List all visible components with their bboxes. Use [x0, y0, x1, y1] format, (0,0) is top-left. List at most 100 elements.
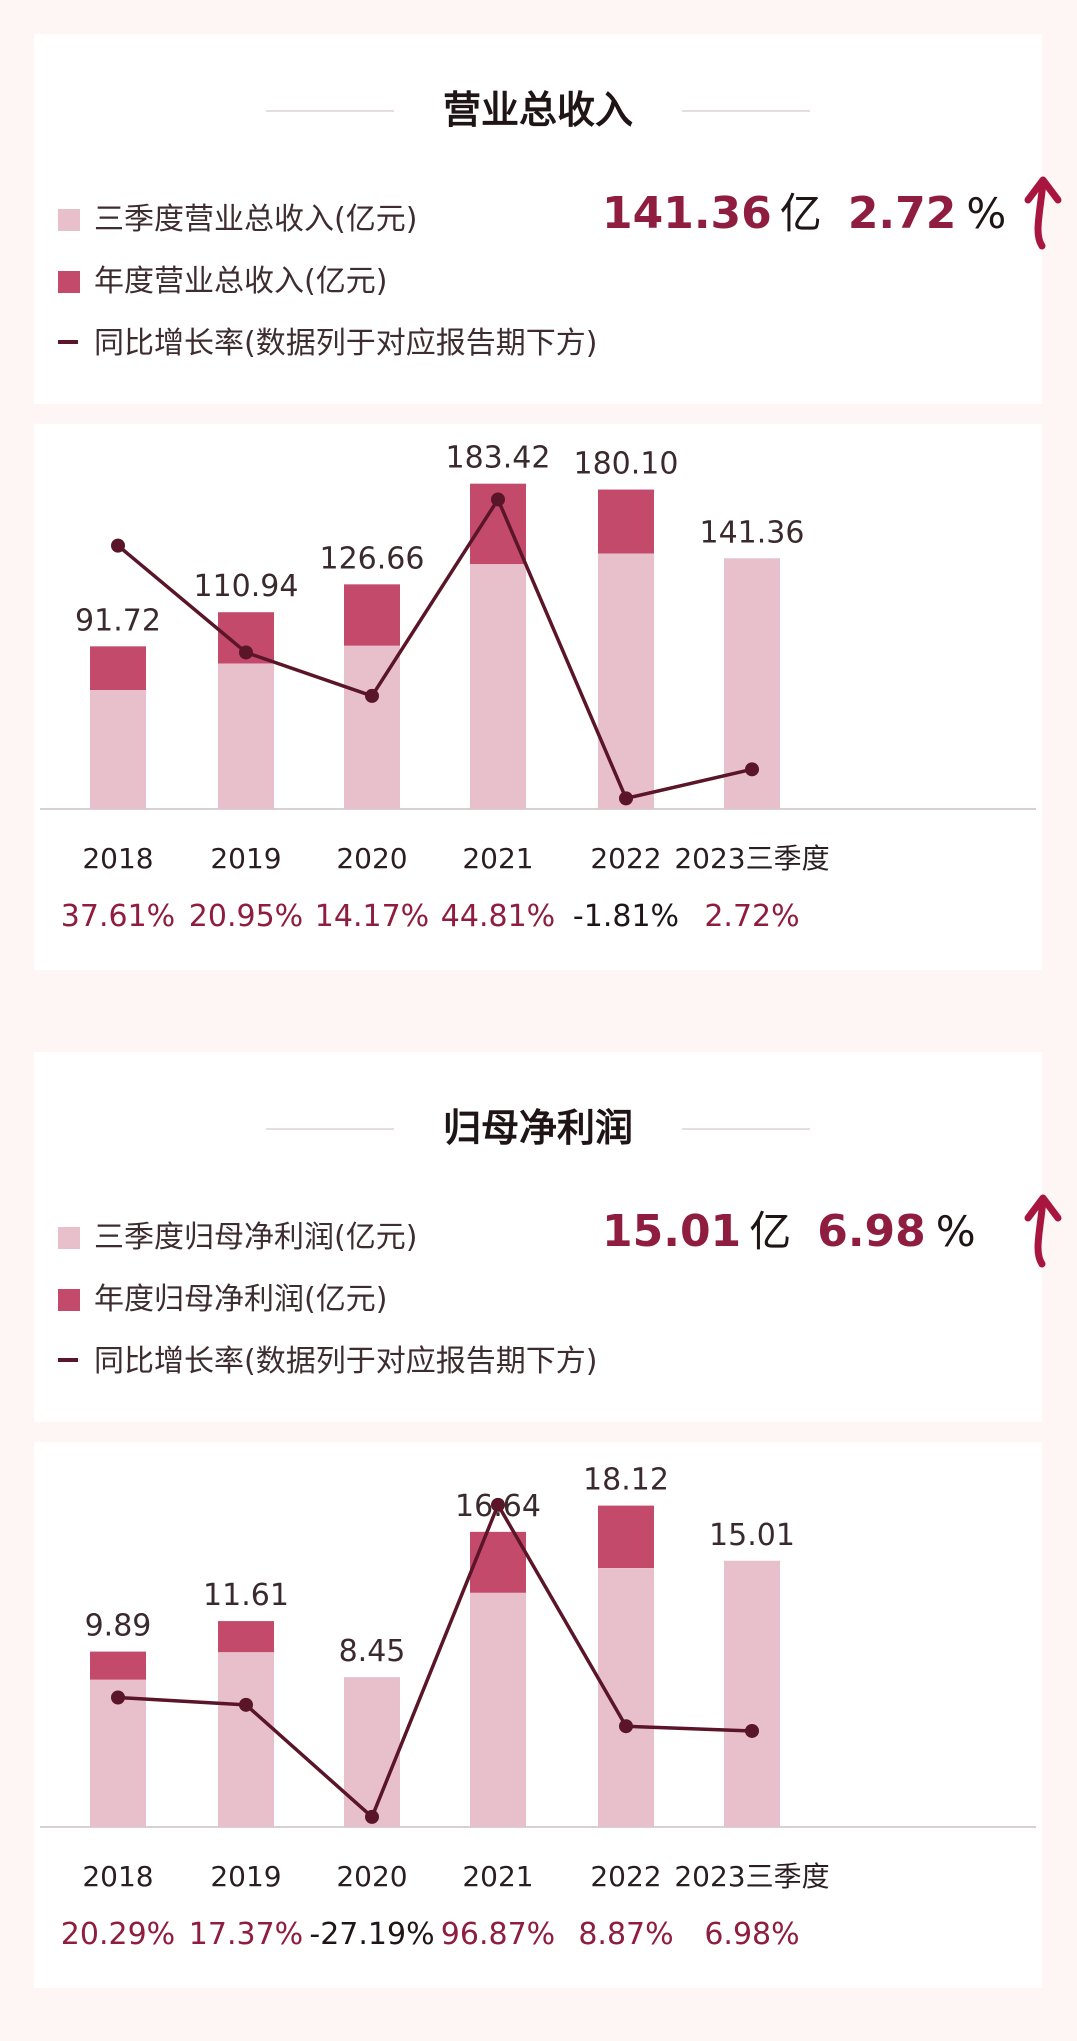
title-divider-right	[682, 110, 810, 112]
legend-q3-revenue-label: 三季度营业总收入(亿元)	[94, 202, 418, 237]
net-profit-kpi-value: 15.01	[602, 1206, 742, 1257]
legend-q3-net-profit-label: 三季度归母净利润(亿元)	[94, 1220, 418, 1255]
growth-rate-point	[491, 492, 505, 507]
growth-rate-line	[116, 497, 753, 801]
legend-swatch-dark	[58, 271, 80, 293]
growth-rate-point	[619, 1719, 633, 1734]
revenue-section-title: 营业总收入	[442, 88, 633, 132]
legend-q3-net-profit: 三季度归母净利润(亿元)	[58, 1218, 417, 1258]
bar-value-label: 11.61	[203, 1578, 289, 1613]
legend-growth-rate-label: 同比增长率(数据列于对应报告期下方)	[94, 326, 598, 361]
q3-bar	[724, 1560, 780, 1827]
revenue-chart-card: 91.72 2018 37.61% 110.94 2019 20.95% 126.66 202…	[34, 424, 1042, 970]
x-tick-label: 2021	[462, 842, 533, 875]
revenue-legend-card: 营业总收入 三季度营业总收入(亿元) 年度营业总收入(亿元) 同比增长率(数据列…	[34, 34, 1062, 404]
legend-q3-revenue: 三季度营业总收入(亿元)	[58, 200, 417, 240]
growth-rate-label: 44.81%	[441, 899, 555, 934]
title-divider-right	[682, 1128, 810, 1130]
legend-growth-rate: 同比增长率(数据列于对应报告期下方)	[58, 1342, 597, 1382]
legend-line-swatch	[58, 1358, 78, 1362]
revenue-kpi-unit: 亿	[779, 189, 822, 238]
growth-rate-label: 20.95%	[189, 899, 303, 934]
x-tick-label: 2022	[590, 842, 661, 875]
bar-value-label: 126.66	[320, 541, 425, 576]
revenue-kpi-value: 141.36	[602, 188, 772, 239]
revenue-kpi: 141.36 亿 2.72%	[602, 176, 1062, 250]
x-tick-label: 2022	[590, 1860, 661, 1893]
growth-rate-label: 20.29%	[61, 1917, 175, 1952]
annual-bar	[90, 1651, 146, 1680]
x-tick-label: 2023三季度	[674, 1860, 829, 1893]
growth-rate-label: 8.87%	[578, 1917, 673, 1952]
growth-rate-point	[745, 1723, 759, 1738]
growth-rate-label: -27.19%	[309, 1917, 434, 1952]
growth-rate-line	[117, 1503, 753, 1819]
bar-value-label: 183.42	[446, 441, 551, 476]
bar-value-label: 91.72	[75, 603, 161, 638]
annual-bar	[470, 1531, 526, 1593]
up-arrow-icon	[1024, 176, 1062, 250]
bar-value-label: 110.94	[194, 569, 299, 604]
legend-annual-revenue: 年度营业总收入(亿元)	[58, 262, 387, 302]
revenue-kpi-pct: 2.72	[847, 188, 957, 239]
bar-value-label: 15.01	[709, 1518, 795, 1553]
net-profit-kpi-pct: 6.98	[817, 1206, 926, 1257]
annual-bar	[90, 646, 146, 691]
annual-bar	[218, 1621, 274, 1653]
title-divider-left	[266, 110, 394, 112]
growth-rate-point	[745, 762, 759, 777]
q3-bar	[470, 564, 526, 809]
revenue-kpi-pct-unit: %	[966, 189, 1007, 238]
legend-line-swatch	[58, 340, 78, 344]
growth-rate-point	[365, 1809, 379, 1824]
growth-rate-label: 6.98%	[704, 1917, 799, 1952]
annual-bar	[344, 584, 400, 646]
bar-value-label: 141.36	[700, 515, 805, 550]
x-tick-label: 2019	[210, 842, 281, 875]
x-tick-label: 2021	[462, 1860, 533, 1893]
q3-bar	[344, 1677, 400, 1827]
title-divider-left	[266, 1128, 394, 1130]
legend-annual-net-profit-label: 年度归母净利润(亿元)	[94, 1282, 388, 1317]
net-profit-kpi-unit: 亿	[749, 1207, 792, 1256]
q3-bar	[598, 1568, 654, 1827]
q3-bar	[218, 663, 274, 809]
x-tick-label: 2018	[82, 1860, 153, 1893]
legend-swatch-light	[58, 1227, 80, 1249]
growth-rate-label: -1.81%	[573, 899, 679, 934]
growth-rate-point	[111, 538, 125, 553]
bar-value-label: 8.45	[339, 1634, 406, 1669]
growth-rate-point	[111, 1690, 125, 1705]
legend-growth-rate: 同比增长率(数据列于对应报告期下方)	[58, 324, 597, 364]
legend-swatch-light	[58, 209, 80, 231]
x-tick-label: 2020	[336, 842, 407, 875]
growth-rate-label: 2.72%	[704, 899, 799, 934]
x-tick-label: 2018	[82, 842, 153, 875]
q3-bar	[470, 1592, 526, 1827]
bar-value-label: 9.89	[85, 1609, 152, 1644]
legend-annual-revenue-label: 年度营业总收入(亿元)	[94, 264, 388, 299]
revenue-chart: 91.72 2018 37.61% 110.94 2019 20.95% 126.66 202…	[40, 441, 1036, 934]
net-profit-kpi: 15.01 亿 6.98%	[602, 1194, 1062, 1268]
growth-rate-point	[239, 645, 253, 660]
q3-bar	[598, 553, 654, 809]
growth-rate-point	[365, 688, 379, 703]
growth-rate-point	[491, 1497, 505, 1512]
q3-bar	[218, 1652, 274, 1827]
revenue-title-row: 营业总收入	[34, 80, 1042, 140]
legend-growth-rate-label: 同比增长率(数据列于对应报告期下方)	[94, 1344, 598, 1379]
x-tick-label: 2023三季度	[674, 842, 829, 875]
q3-bar	[344, 645, 400, 809]
x-tick-label: 2019	[210, 1860, 281, 1893]
legend-swatch-dark	[58, 1289, 80, 1311]
net-profit-section-title: 归母净利润	[442, 1106, 633, 1150]
growth-rate-point	[619, 791, 633, 806]
growth-rate-label: 96.87%	[441, 1917, 555, 1952]
q3-bar	[90, 690, 146, 809]
legend-annual-net-profit: 年度归母净利润(亿元)	[58, 1280, 387, 1320]
net-profit-chart: 9.89 2018 20.29% 11.61 2019 17.37% 8.45 2020 -27…	[40, 1463, 1036, 1952]
bar-value-label: 180.10	[574, 447, 679, 482]
net-profit-legend-card: 归母净利润 三季度归母净利润(亿元) 年度归母净利润(亿元) 同比增长率(数据列…	[34, 1052, 1062, 1422]
net-profit-chart-card: 9.89 2018 20.29% 11.61 2019 17.37% 8.45 2020 -27…	[34, 1442, 1042, 1988]
growth-rate-point	[239, 1697, 253, 1712]
